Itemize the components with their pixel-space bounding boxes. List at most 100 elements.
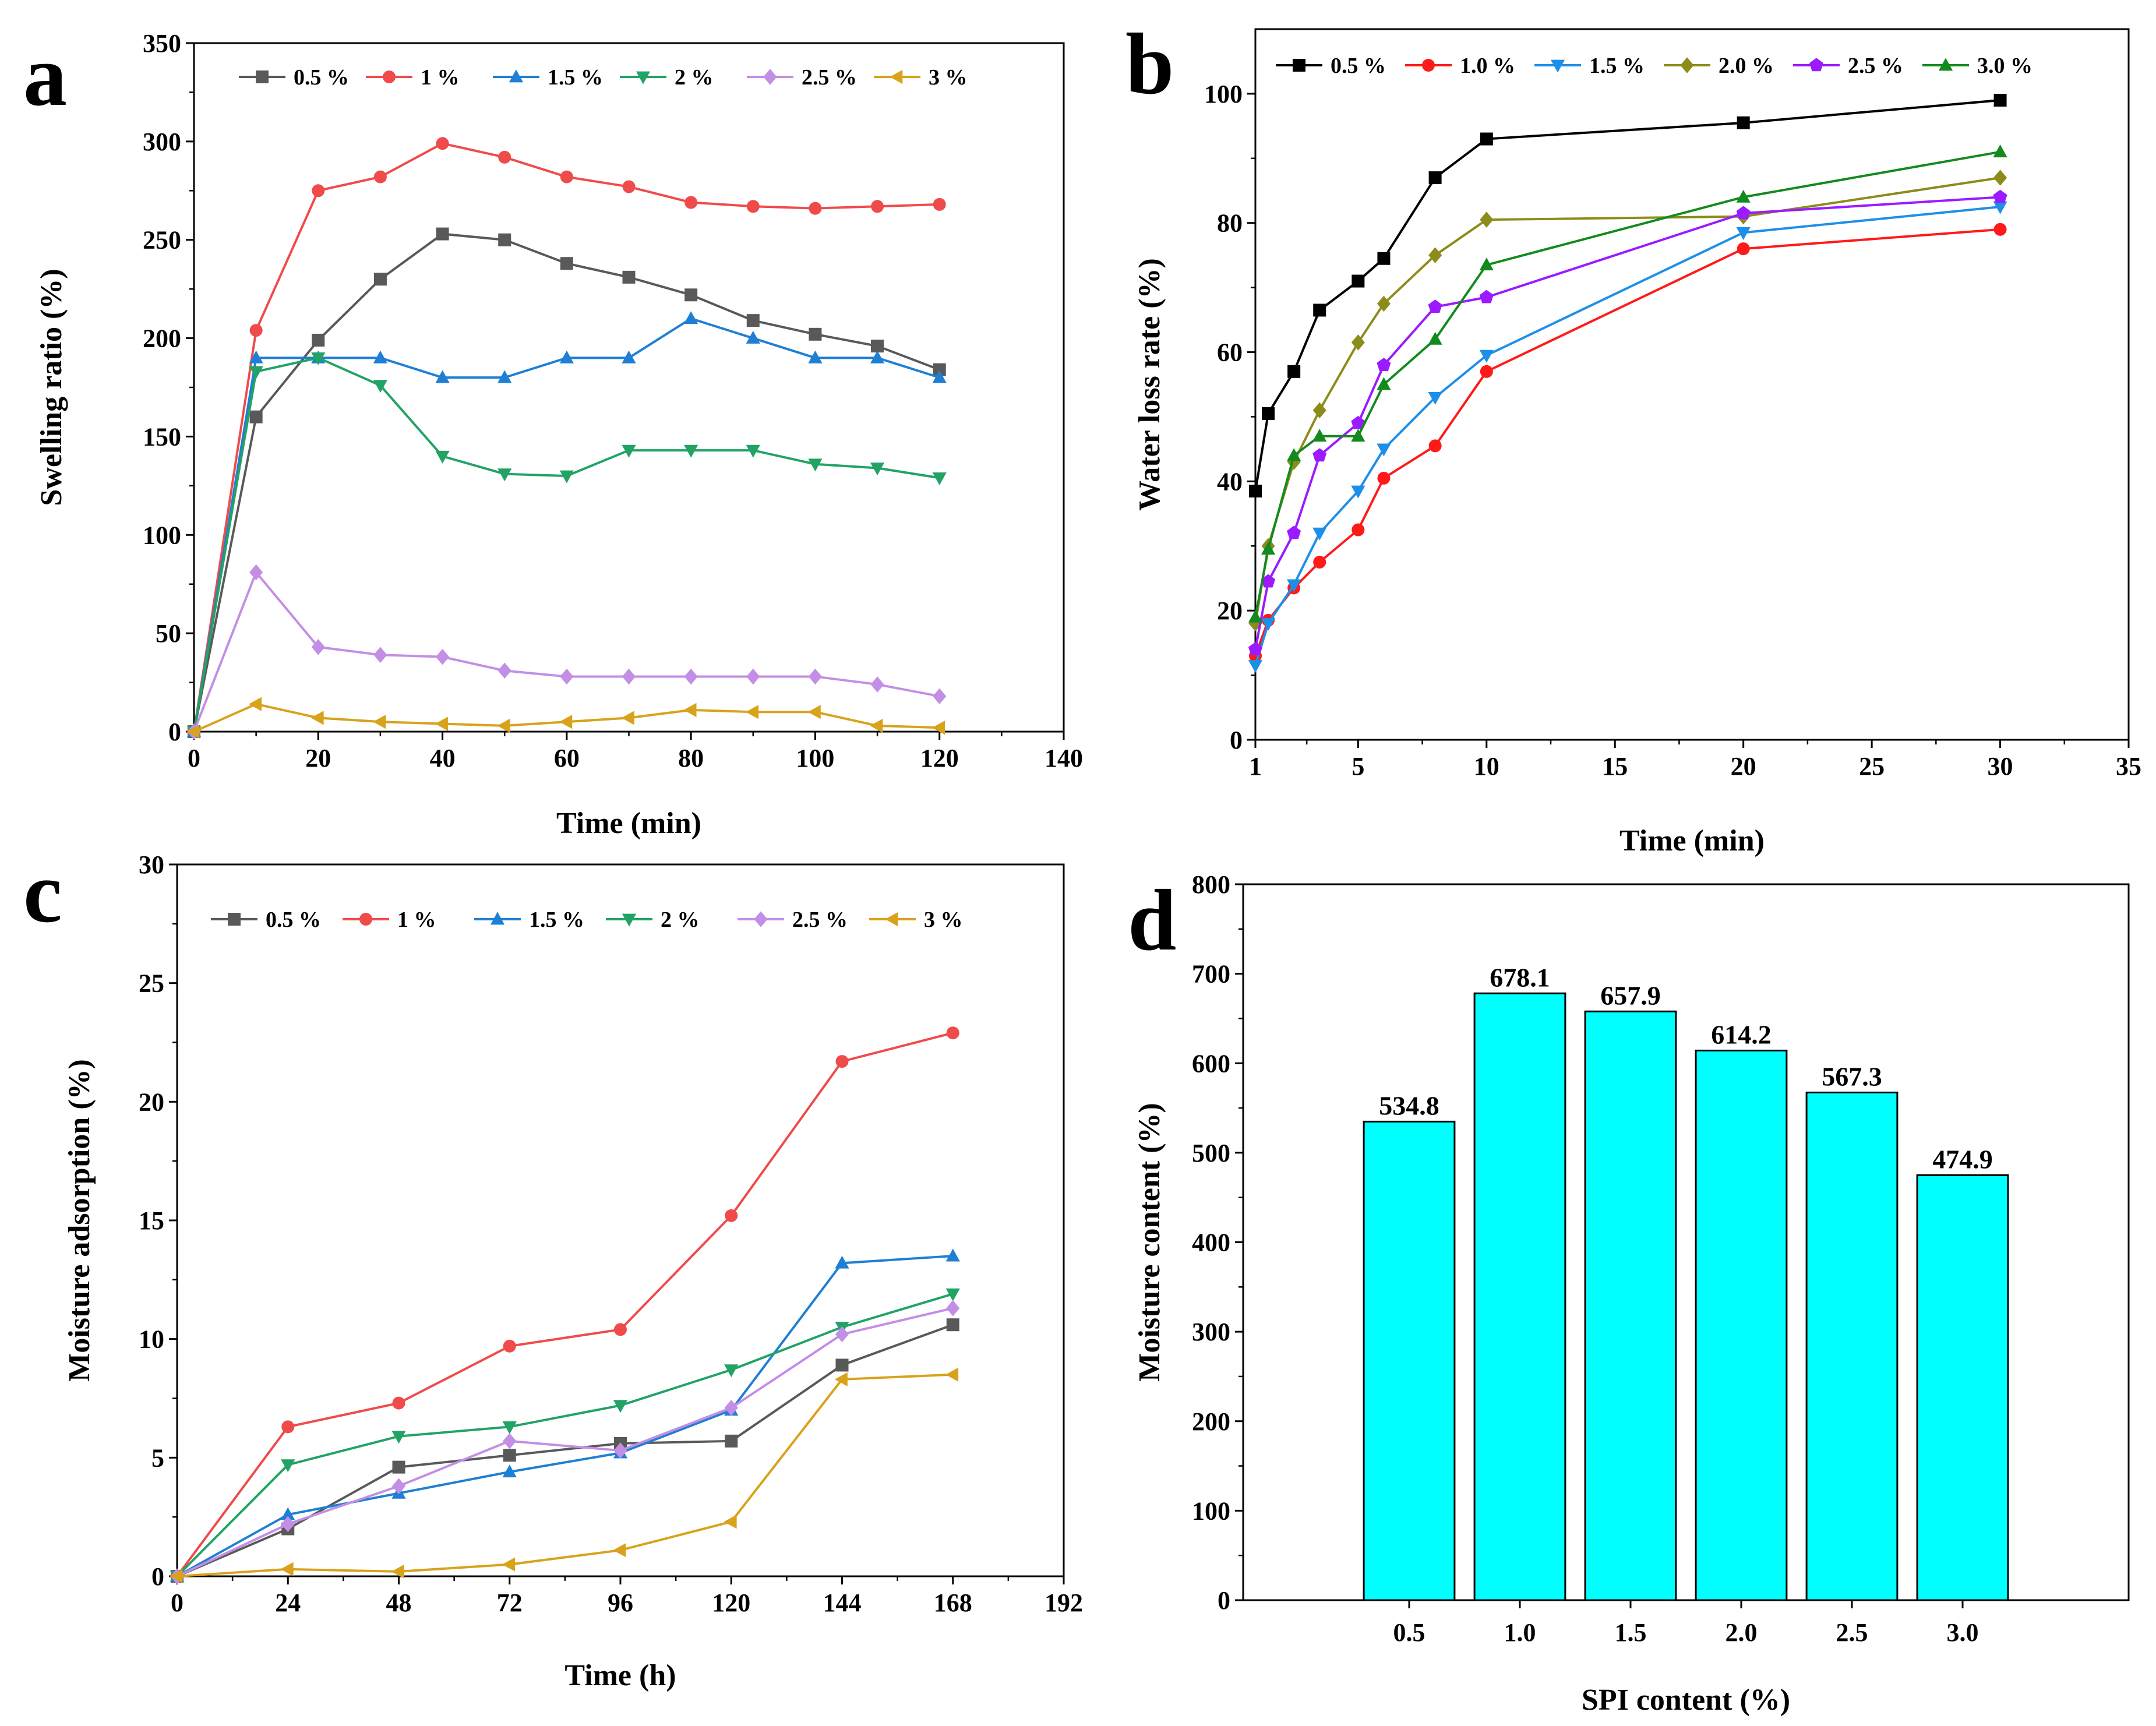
- panel-letter: a: [23, 27, 67, 124]
- x-tick-label: 0.5: [1393, 1618, 1425, 1647]
- data-point: [498, 233, 511, 246]
- legend-label: 2 %: [675, 65, 714, 90]
- data-point: [945, 1367, 959, 1382]
- y-tick-label: 500: [1192, 1139, 1230, 1167]
- y-tick-label: 200: [143, 324, 181, 353]
- data-point: [622, 668, 636, 685]
- data-point: [559, 715, 573, 729]
- data-point: [435, 370, 450, 383]
- data-point: [933, 363, 946, 376]
- data-point: [870, 463, 885, 476]
- data-point: [560, 257, 573, 270]
- x-tick-label: 2.0: [1725, 1618, 1758, 1647]
- data-point: [1313, 556, 1326, 569]
- data-point: [834, 1372, 848, 1387]
- legend-item: 1.5 %: [493, 65, 603, 90]
- data-point: [1377, 471, 1391, 485]
- x-tick-label: 10: [1474, 752, 1499, 781]
- data-point: [946, 1300, 960, 1316]
- x-axis-title: Time (h): [564, 1659, 676, 1692]
- data-point: [622, 350, 636, 363]
- legend-marker: [228, 913, 241, 926]
- legend-item: 0.5 %: [211, 908, 321, 932]
- x-axis-title: Time (min): [556, 807, 701, 840]
- x-axis-title: Time (min): [1619, 824, 1765, 857]
- bar-value-label: 614.2: [1711, 1019, 1772, 1049]
- data-point: [1479, 350, 1494, 363]
- y-tick-label: 20: [1217, 596, 1243, 625]
- y-tick-label: 350: [143, 29, 181, 58]
- series-line: [1254, 228, 2000, 656]
- legend-label: 2.5 %: [802, 65, 857, 90]
- series-3: [170, 1367, 959, 1584]
- data-point: [725, 1434, 738, 1448]
- bar: [1363, 1120, 1456, 1601]
- data-point: [946, 1318, 959, 1332]
- y-tick-label: 10: [139, 1325, 164, 1354]
- data-point: [835, 1358, 849, 1372]
- series-1: [188, 137, 946, 738]
- data-point: [373, 380, 388, 393]
- legend-marker: [754, 911, 768, 927]
- plot-frame: [1254, 28, 2130, 741]
- data-point: [932, 472, 947, 485]
- bar-value-label: 678.1: [1490, 962, 1550, 992]
- data-point: [1261, 618, 1276, 631]
- data-point: [1312, 429, 1327, 442]
- data-point: [392, 1460, 405, 1474]
- data-point: [1352, 274, 1365, 288]
- data-point: [746, 705, 759, 719]
- data-point: [1351, 429, 1365, 442]
- y-tick-label: 0: [168, 718, 181, 746]
- legend-label: 1.5 %: [1589, 54, 1645, 78]
- plot-frame: [176, 863, 1065, 1577]
- data-point: [1480, 211, 1494, 228]
- x-tick-label: 100: [796, 744, 834, 772]
- data-point: [1736, 206, 1751, 220]
- x-tick-label: 120: [920, 744, 959, 772]
- data-point: [1993, 201, 2007, 214]
- data-point: [1428, 171, 1442, 185]
- data-point: [280, 1562, 294, 1576]
- y-tick-label: 100: [1204, 80, 1243, 108]
- data-point: [1993, 223, 2007, 236]
- legend-item: 1 %: [366, 65, 460, 90]
- legend-label: 0.5 %: [1331, 54, 1386, 78]
- x-tick-label: 144: [823, 1589, 862, 1617]
- bar-value-label: 657.9: [1600, 980, 1661, 1010]
- y-tick-label: 600: [1192, 1049, 1230, 1078]
- x-axis-title: SPI content (%): [1582, 1683, 1790, 1717]
- legend-marker: [1680, 57, 1694, 73]
- y-tick-label: 40: [1217, 467, 1243, 496]
- data-point: [249, 564, 263, 581]
- data-point: [746, 330, 760, 344]
- data-point: [870, 350, 885, 363]
- data-point: [1287, 579, 1301, 592]
- data-point: [1351, 415, 1365, 429]
- legend-label: 1.5 %: [548, 65, 603, 90]
- series-line: [193, 142, 940, 732]
- data-point: [613, 1442, 627, 1459]
- legend-label: 2.5 %: [1848, 54, 1903, 78]
- series-25: [170, 1300, 960, 1584]
- data-point: [1428, 439, 1442, 453]
- data-point: [684, 288, 698, 302]
- legend-item: 2 %: [606, 908, 700, 932]
- series-line: [177, 1373, 953, 1577]
- data-point: [497, 662, 511, 679]
- legend-label: 1.5 %: [529, 908, 584, 932]
- legend-item: 1.0 %: [1405, 54, 1515, 78]
- data-point: [746, 668, 760, 685]
- data-point: [724, 1400, 738, 1416]
- x-tick-label: 1: [1249, 752, 1262, 781]
- data-point: [502, 1421, 517, 1435]
- y-tick-label: 60: [1217, 338, 1243, 367]
- series-05: [1249, 94, 2007, 497]
- legend-marker: [636, 71, 651, 84]
- data-point: [186, 724, 200, 739]
- x-tick-label: 0: [171, 1589, 184, 1617]
- data-point: [1313, 303, 1326, 317]
- y-tick-label: 50: [156, 619, 181, 648]
- data-point: [560, 668, 574, 685]
- data-point: [1993, 189, 2007, 203]
